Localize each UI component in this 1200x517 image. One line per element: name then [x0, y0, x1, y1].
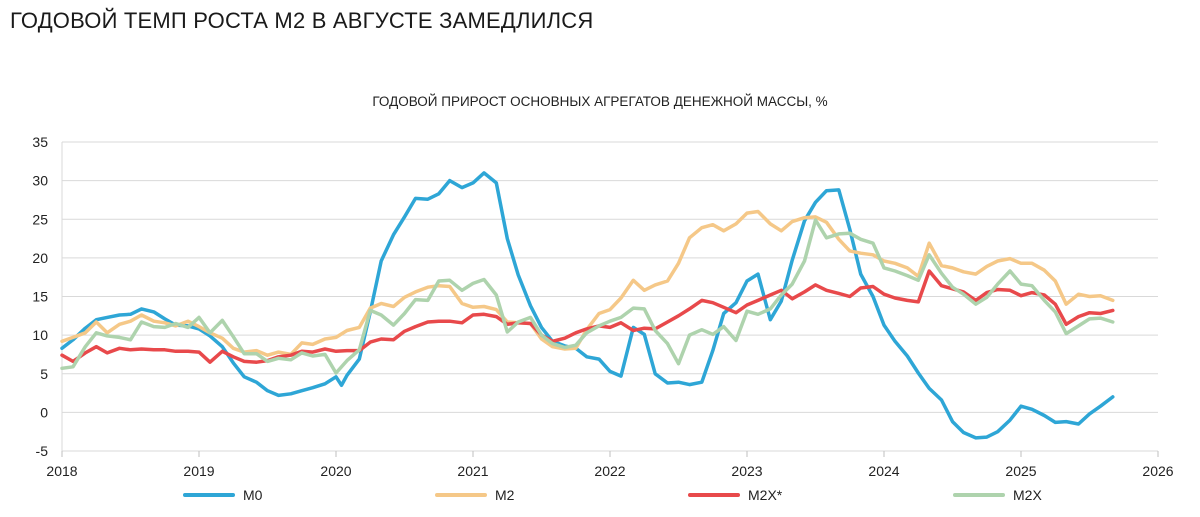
legend: М0 М2 М2Х* М2Х: [183, 487, 1042, 503]
y-tick-label: -5: [36, 443, 49, 459]
series-line-1: [60, 171, 1115, 440]
series-lines: [60, 171, 1115, 440]
gridlines: [62, 141, 1158, 452]
y-tick-label: 20: [32, 250, 48, 266]
x-tick-label: 2020: [320, 463, 351, 479]
y-tick-label: 25: [32, 211, 48, 227]
y-tick-label: 0: [40, 404, 48, 420]
legend-label: М2Х: [1013, 487, 1042, 503]
x-tick-label: 2024: [868, 463, 899, 479]
y-tick-label: 5: [40, 366, 48, 382]
x-tick-label: 2018: [46, 463, 77, 479]
series-line-4: [60, 218, 1115, 375]
series-line-3: [60, 269, 1115, 364]
legend-label: М0: [243, 487, 263, 503]
y-tick-label: 10: [32, 327, 48, 343]
x-tick-label: 2019: [183, 463, 214, 479]
x-tick-label: 2023: [731, 463, 762, 479]
y-tick-label: 30: [32, 173, 48, 189]
x-tick-label: 2026: [1142, 463, 1173, 479]
y-axis-ticks: 35 30 25 20 15 10 5 0 -5: [32, 134, 48, 459]
legend-label: М2Х*: [748, 487, 783, 503]
x-tick-label: 2022: [594, 463, 625, 479]
y-tick-label: 35: [32, 134, 48, 150]
x-tick-label: 2021: [457, 463, 488, 479]
legend-label: М2: [495, 487, 515, 503]
chart-title: ГОДОВОЙ ПРИРОСТ ОСНОВНЫХ АГРЕГАТОВ ДЕНЕЖ…: [372, 94, 828, 109]
page-headline: ГОДОВОЙ ТЕМП РОСТА М2 В АВГУСТЕ ЗАМЕДЛИЛ…: [10, 8, 594, 33]
x-tick-label: 2025: [1005, 463, 1036, 479]
x-axis: 2018 2019 2020 2021 2022 2023 2024 2025 2026: [46, 142, 1174, 479]
y-tick-label: 15: [32, 289, 48, 305]
